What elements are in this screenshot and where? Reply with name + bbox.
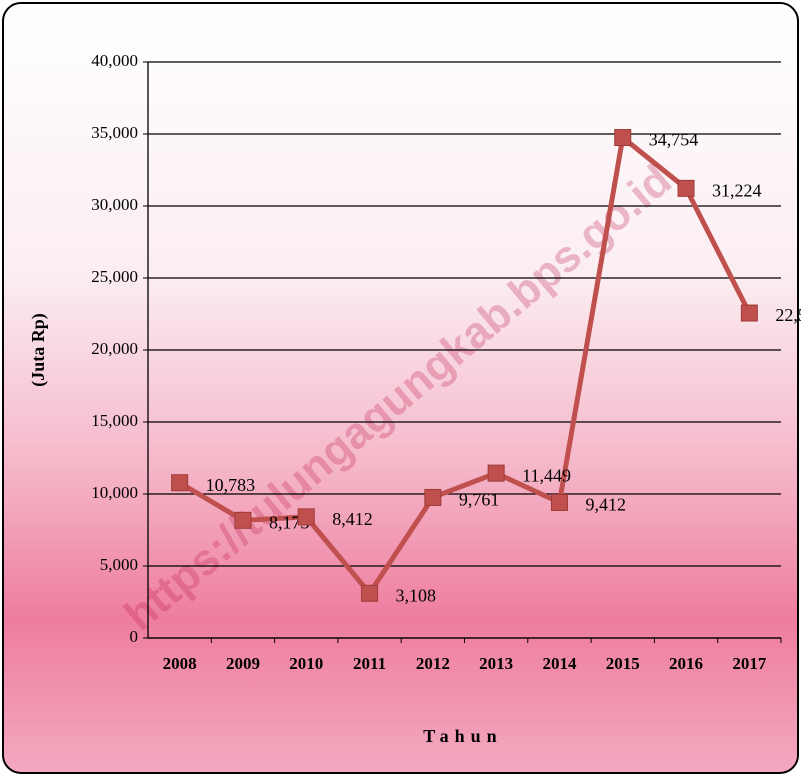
y-tick-label: 0 bbox=[130, 627, 139, 646]
data-label: 8,412 bbox=[332, 509, 373, 529]
data-label: 9,761 bbox=[459, 490, 500, 510]
y-tick-label: 5,000 bbox=[100, 555, 138, 574]
marker bbox=[551, 494, 567, 510]
marker bbox=[488, 465, 504, 481]
marker bbox=[362, 585, 378, 601]
y-tick-label: 15,000 bbox=[91, 411, 138, 430]
x-tick-label: 2013 bbox=[479, 654, 513, 673]
data-label: 9,412 bbox=[585, 495, 626, 515]
page: https://tulungagungkab.bps.go.id (Juta R… bbox=[0, 0, 801, 776]
y-tick-label: 40,000 bbox=[91, 51, 138, 70]
marker bbox=[678, 180, 694, 196]
data-label: 22,567 bbox=[775, 305, 801, 325]
data-label: 11,449 bbox=[522, 465, 571, 485]
chart: https://tulungagungkab.bps.go.id (Juta R… bbox=[0, 0, 801, 776]
data-label: 31,224 bbox=[712, 180, 762, 200]
x-tick-label: 2009 bbox=[226, 654, 260, 673]
marker bbox=[172, 475, 188, 491]
data-label: 10,783 bbox=[206, 475, 256, 495]
x-tick-label: 2015 bbox=[606, 654, 640, 673]
y-tick-label: 25,000 bbox=[91, 267, 138, 286]
x-tick-label: 2014 bbox=[542, 654, 577, 673]
y-axis-title: (Juta Rp) bbox=[28, 313, 49, 387]
x-tick-label: 2011 bbox=[353, 654, 386, 673]
marker bbox=[741, 305, 757, 321]
marker bbox=[425, 489, 441, 505]
marker bbox=[298, 509, 314, 525]
marker bbox=[235, 512, 251, 528]
y-tick-label: 20,000 bbox=[91, 339, 138, 358]
marker bbox=[615, 130, 631, 146]
x-axis-title: Tahun bbox=[423, 726, 502, 746]
x-tick-label: 2016 bbox=[669, 654, 703, 673]
x-tick-label: 2012 bbox=[416, 654, 450, 673]
x-tick-label: 2017 bbox=[732, 654, 767, 673]
data-label: 3,108 bbox=[396, 585, 437, 605]
y-tick-label: 10,000 bbox=[91, 483, 138, 502]
x-tick-label: 2008 bbox=[163, 654, 197, 673]
data-label: 34,754 bbox=[649, 130, 699, 150]
y-tick-label: 35,000 bbox=[91, 123, 138, 142]
y-tick-label: 30,000 bbox=[91, 195, 138, 214]
x-tick-label: 2010 bbox=[289, 654, 323, 673]
